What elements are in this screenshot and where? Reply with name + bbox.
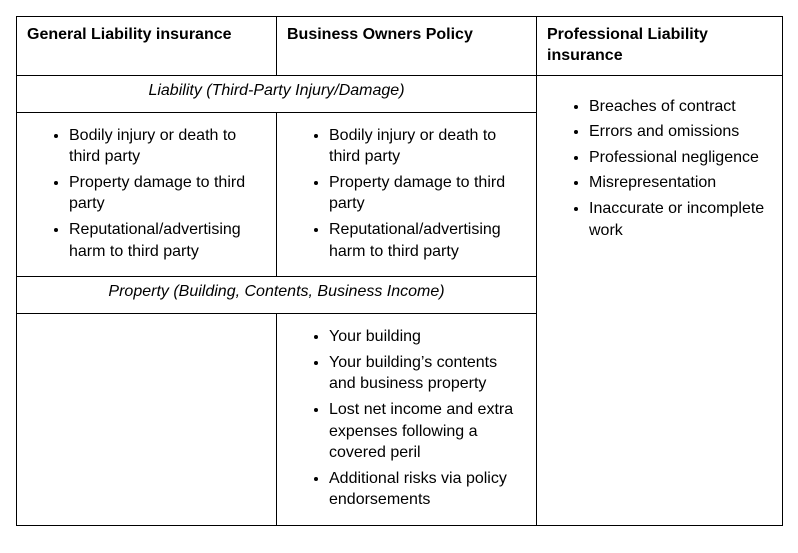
- list-item: Property damage to third party: [69, 170, 266, 217]
- list-item: Breaches of contract: [589, 94, 772, 120]
- list-item: Misrepresentation: [589, 170, 772, 196]
- list-item: Errors and omissions: [589, 119, 772, 145]
- liability-section-header: Liability (Third-Party Injury/Damage): [17, 75, 537, 112]
- list-item: Professional negligence: [589, 145, 772, 171]
- list-item: Your building: [329, 324, 526, 350]
- gli-liability-cell: Bodily injury or death to third party Pr…: [17, 112, 277, 277]
- property-section-header: Property (Building, Contents, Business I…: [17, 277, 537, 314]
- col-header-gli: General Liability insurance: [17, 17, 277, 76]
- list-item: Bodily injury or death to third party: [69, 123, 266, 170]
- list-item: Lost net income and extra expenses follo…: [329, 397, 526, 466]
- list-item: Reputational/advertising harm to third p…: [69, 217, 266, 264]
- bop-property-cell: Your building Your building’s contents a…: [277, 314, 537, 526]
- pli-coverage-list: Breaches of contract Errors and omission…: [547, 94, 772, 244]
- gli-property-cell: [17, 314, 277, 526]
- list-item: Additional risks via policy endorsements: [329, 466, 526, 513]
- list-item: Property damage to third party: [329, 170, 526, 217]
- bop-liability-cell: Bodily injury or death to third party Pr…: [277, 112, 537, 277]
- insurance-comparison-table: General Liability insurance Business Own…: [16, 16, 783, 526]
- list-item: Inaccurate or incomplete work: [589, 196, 772, 243]
- col-header-pli: Professional Liability insurance: [537, 17, 783, 76]
- col-header-bop: Business Owners Policy: [277, 17, 537, 76]
- table-header-row: General Liability insurance Business Own…: [17, 17, 783, 76]
- liability-section-row: Liability (Third-Party Injury/Damage) Br…: [17, 75, 783, 112]
- list-item: Your building’s contents and business pr…: [329, 350, 526, 397]
- list-item: Bodily injury or death to third party: [329, 123, 526, 170]
- bop-liability-list: Bodily injury or death to third party Pr…: [287, 123, 526, 265]
- gli-liability-list: Bodily injury or death to third party Pr…: [27, 123, 266, 265]
- list-item: Reputational/advertising harm to third p…: [329, 217, 526, 264]
- pli-cell: Breaches of contract Errors and omission…: [537, 75, 783, 525]
- bop-property-list: Your building Your building’s contents a…: [287, 324, 526, 513]
